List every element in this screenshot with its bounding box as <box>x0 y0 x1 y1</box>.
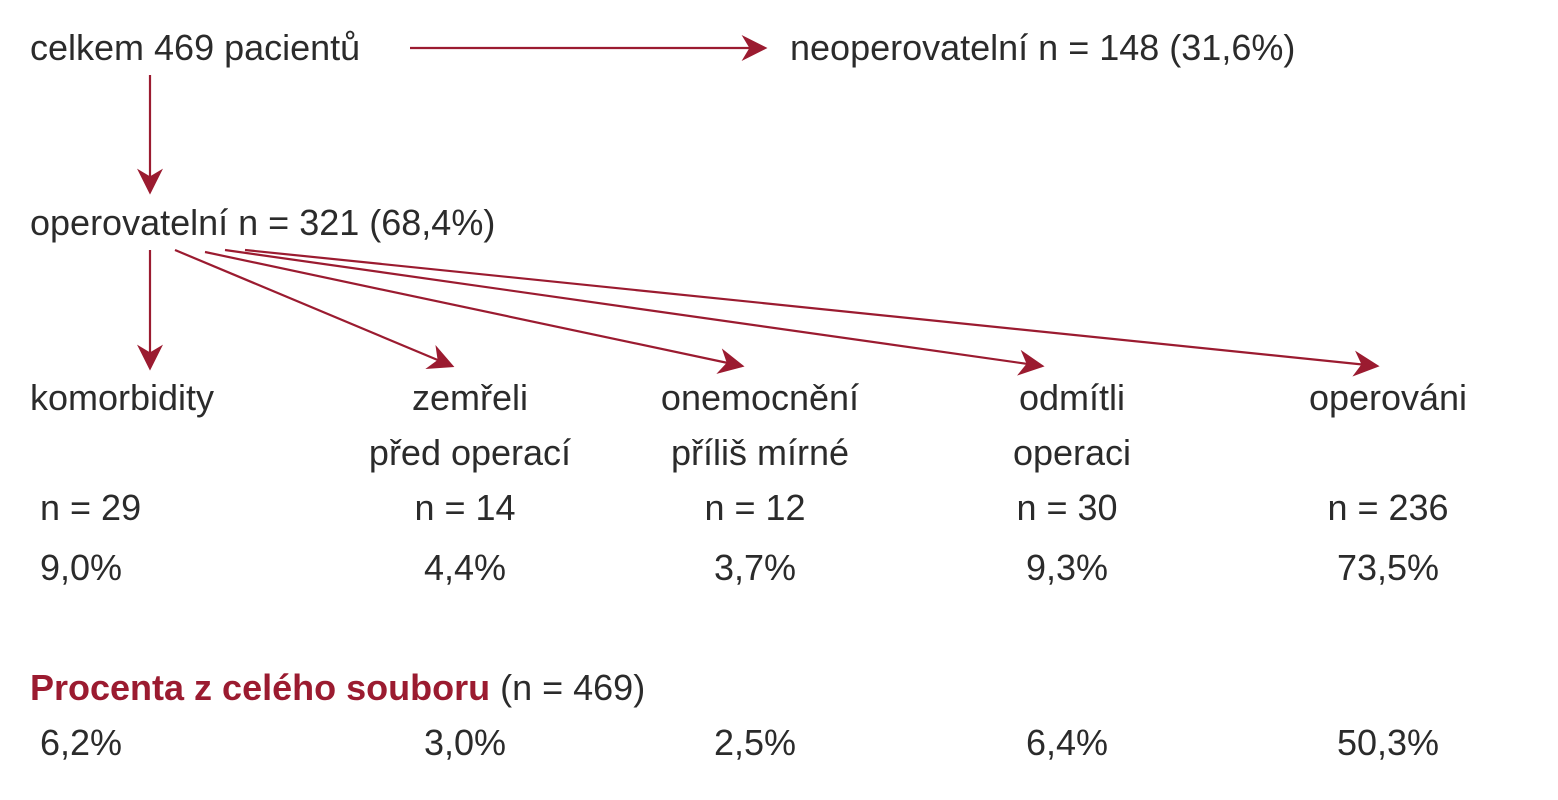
group-n: n = 236 <box>1327 487 1448 528</box>
operable-node: operovatelní n = 321 (68,4%) <box>30 202 495 243</box>
group-label: komorbidity <box>30 377 214 418</box>
footer-note: (n = 469) <box>500 667 645 708</box>
group-percent-total: 6,4% <box>1026 722 1108 763</box>
group-label: operováni <box>1309 377 1467 418</box>
group-percent: 3,7% <box>714 547 796 588</box>
group-label: onemocnění <box>661 377 859 418</box>
root-node: celkem 469 pacientů <box>30 27 360 68</box>
group-percent-total: 2,5% <box>714 722 796 763</box>
group-n: n = 12 <box>704 487 805 528</box>
group-label: operaci <box>1013 432 1131 473</box>
group-n: n = 30 <box>1016 487 1117 528</box>
arrow <box>224 248 1045 376</box>
group-percent-total: 50,3% <box>1337 722 1439 763</box>
group-percent: 73,5% <box>1337 547 1439 588</box>
arrow <box>204 250 745 374</box>
group-percent: 9,0% <box>40 547 122 588</box>
group-n: n = 14 <box>414 487 515 528</box>
footer-title: Procenta z celého souboru <box>30 667 490 708</box>
group-label: zemřeli <box>412 377 528 418</box>
group-percent: 9,3% <box>1026 547 1108 588</box>
arrow <box>174 248 455 369</box>
group-label: příliš mírné <box>671 432 849 473</box>
footer: Procenta z celého souboru (n = 469) <box>30 667 645 708</box>
group-percent-total: 3,0% <box>424 722 506 763</box>
group-label: před operací <box>369 432 571 473</box>
excluded-node: neoperovatelní n = 148 (31,6%) <box>790 27 1295 68</box>
group-percent: 4,4% <box>424 547 506 588</box>
group-percent-total: 6,2% <box>40 722 122 763</box>
group-n: n = 29 <box>40 487 141 528</box>
arrows <box>137 35 1380 377</box>
group-label: odmítli <box>1019 377 1125 418</box>
arrow <box>244 248 1380 377</box>
